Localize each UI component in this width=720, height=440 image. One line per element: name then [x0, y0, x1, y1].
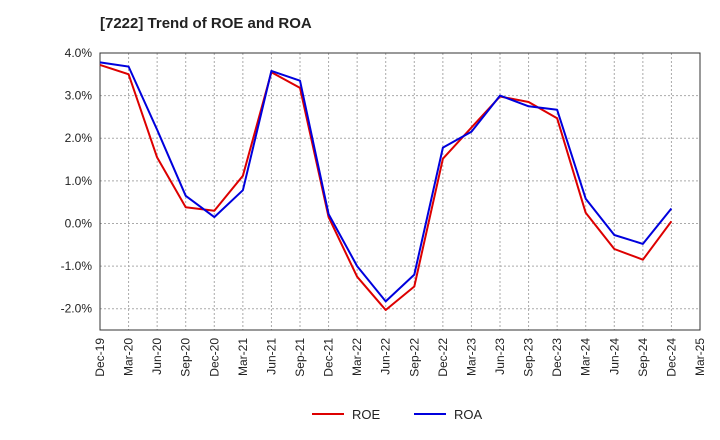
- x-tick-label: Mar-21: [236, 338, 250, 376]
- x-tick-label: Jun-21: [264, 338, 278, 375]
- x-tick-label: Sep-23: [522, 338, 536, 377]
- x-tick-label: Mar-24: [579, 338, 593, 376]
- x-tick-label: Sep-21: [293, 338, 307, 377]
- x-tick-label: Jun-20: [150, 338, 164, 375]
- y-tick-label: 1.0%: [65, 174, 93, 188]
- series-line-roa: [99, 61, 673, 303]
- x-tick-label: Mar-23: [464, 338, 478, 376]
- y-tick-label: 0.0%: [65, 216, 93, 230]
- x-tick-label: Mar-22: [350, 338, 364, 376]
- chart-title: [7222] Trend of ROE and ROA: [100, 15, 312, 32]
- y-tick-label: 3.0%: [65, 89, 93, 103]
- y-tick-label: -2.0%: [61, 302, 93, 316]
- x-tick-label: Dec-22: [436, 338, 450, 377]
- x-tick-label: Sep-22: [407, 338, 421, 377]
- x-tick-label: Jun-24: [607, 338, 621, 375]
- y-tick-label: -1.0%: [61, 259, 93, 273]
- y-tick-label: 4.0%: [65, 46, 93, 60]
- x-tick-label: Sep-24: [636, 338, 650, 377]
- plot-frame: [99, 52, 701, 331]
- x-tick-label: Dec-24: [664, 338, 678, 377]
- x-tick-label: Jun-22: [379, 338, 393, 375]
- y-tick-label: 2.0%: [65, 131, 93, 145]
- legend-label-roe: ROE: [352, 407, 381, 422]
- x-tick-label: Sep-20: [179, 338, 193, 377]
- x-tick-label: Mar-20: [122, 338, 136, 376]
- x-tick-label: Dec-21: [322, 338, 336, 377]
- series-line-roe: [99, 63, 673, 311]
- legend-label-roa: ROA: [454, 407, 483, 422]
- x-tick-label: Dec-20: [207, 338, 221, 377]
- x-tick-label: Jun-23: [493, 338, 507, 375]
- x-tick-label: Dec-19: [93, 338, 107, 377]
- x-tick-label: Mar-25: [693, 338, 707, 376]
- x-tick-label: Dec-23: [550, 338, 564, 377]
